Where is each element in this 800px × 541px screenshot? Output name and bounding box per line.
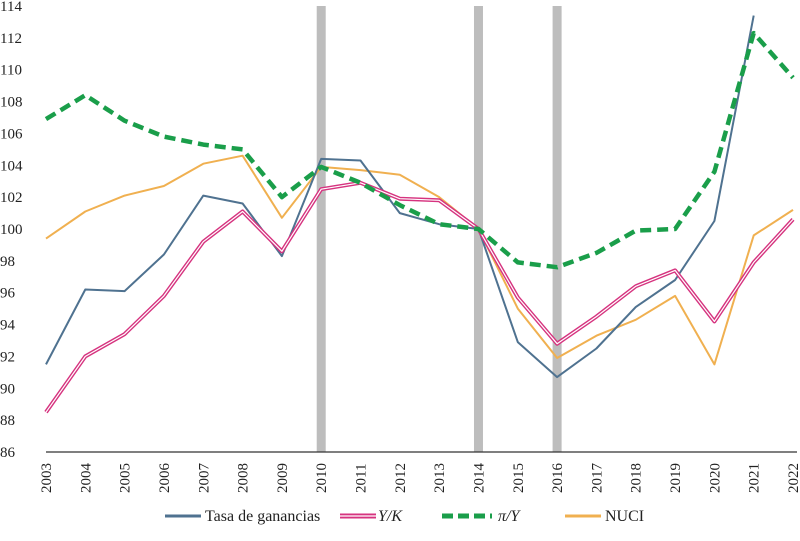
x-tick-label: 2016	[550, 463, 566, 494]
series-line-3	[44, 30, 795, 270]
y-tick-label: 102	[0, 190, 23, 206]
x-tick-label: 2015	[511, 463, 527, 493]
highlight-bar-2016	[552, 6, 562, 452]
x-tick-label: 2009	[275, 463, 291, 493]
x-tick-label: 2010	[314, 463, 330, 493]
y-tick-label: 98	[0, 254, 15, 270]
series-lines	[44, 15, 795, 414]
y-tick-label: 106	[0, 126, 23, 142]
x-tick-label: 2004	[78, 463, 94, 494]
y-tick-label: 90	[0, 381, 15, 397]
x-tick-label: 2014	[471, 463, 487, 494]
y-tick-label: 88	[0, 413, 15, 429]
x-tick-label: 2006	[157, 463, 173, 494]
y-tick-label: 104	[0, 158, 23, 174]
legend-label-1: Tasa de ganancias	[205, 508, 320, 525]
y-tick-label: 96	[0, 286, 16, 302]
y-tick-label: 110	[0, 63, 22, 79]
x-tick-label: 2022	[786, 463, 800, 493]
x-tick-label: 2013	[432, 463, 448, 493]
series-line-1	[45, 15, 755, 379]
x-tick-label: 2003	[39, 463, 55, 493]
legend-label-3: π/Y	[498, 508, 521, 525]
series-line-2	[44, 180, 795, 414]
x-tick-label: 2017	[589, 463, 605, 494]
x-axis: 2003 2004 2005 2006 2007 2008 2009 2010 2011 2012…	[39, 451, 800, 494]
series-line-4	[45, 154, 794, 366]
x-tick-label: 2008	[236, 463, 252, 493]
x-tick-label: 2011	[354, 464, 370, 493]
x-tick-label: 2012	[393, 463, 409, 493]
y-axis: 86 88 90 92 94 96 98 100 102 104 106 108 110 112 114	[0, 0, 23, 461]
legend: Tasa de ganancias Y/K π/Y NUCI	[165, 508, 644, 525]
x-tick-label: 2019	[668, 463, 684, 493]
y-tick-label: 94	[0, 318, 16, 334]
legend-label-2: Y/K	[378, 508, 403, 525]
legend-label-4: NUCI	[605, 508, 644, 525]
y-tick-label: 86	[0, 445, 16, 461]
x-tick-label: 2007	[196, 463, 212, 494]
y-tick-label: 112	[0, 31, 22, 47]
y-tick-label: 108	[0, 95, 23, 111]
y-tick-label: 92	[0, 349, 15, 365]
y-tick-label: 114	[0, 0, 22, 15]
x-tick-label: 2018	[629, 463, 645, 493]
x-tick-label: 2020	[707, 463, 723, 493]
x-tick-label: 2005	[118, 463, 134, 493]
series-line-2-inner	[45, 182, 794, 413]
highlight-bars	[316, 6, 562, 452]
highlight-bar-2010	[316, 6, 326, 452]
x-tick-label: 2021	[747, 463, 763, 493]
y-tick-label: 100	[0, 222, 23, 238]
